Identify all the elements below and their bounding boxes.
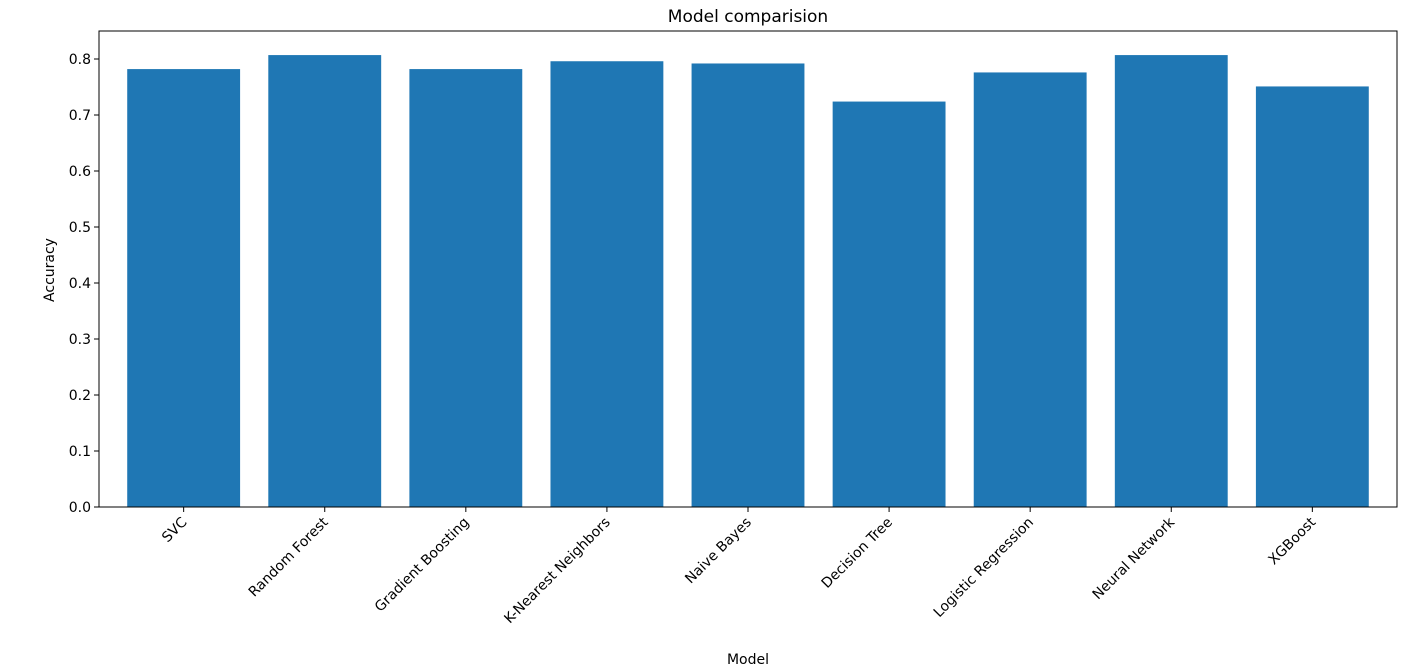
y-tick-label: 0.1 [69,444,91,460]
y-tick-label: 0.0 [69,500,91,516]
x-tick-label: Random Forest [246,514,332,600]
y-axis: 0.0 0.1 0.2 0.3 0.4 0.5 0.6 0.7 0.8 [69,52,99,516]
bar-neural-network [1114,55,1228,507]
y-tick-label: 0.6 [69,164,91,180]
x-tick-label: Decision Tree [819,515,896,592]
y-axis-label: Accuracy [42,238,58,302]
bar-logistic-regression [973,72,1087,507]
x-axis-label: Model [727,652,769,668]
x-tick-label: Logistic Regression [931,515,1037,621]
x-tick-label: Gradient Boosting [372,515,473,616]
x-tick-label: Naive Bayes [682,515,755,588]
plot-frame [98,30,1398,508]
bar-decision-tree [832,101,946,507]
y-tick-label: 0.2 [69,388,91,404]
y-tick-label: 0.8 [69,52,91,68]
bar-gradient-boosting [409,69,523,507]
bar-k-nearest-neighbors [550,61,664,508]
x-tick-label: K-Nearest Neighbors [501,515,613,627]
bar-naive-bayes [691,63,805,507]
y-tick-label: 0.7 [69,108,91,124]
x-tick-label: Neural Network [1090,514,1179,603]
y-tick-label: 0.3 [69,332,91,348]
y-tick-label: 0.4 [69,276,91,292]
x-tick-label: SVC [159,514,190,545]
bar-random-forest [268,55,382,507]
bar-svc [127,69,241,507]
y-tick-label: 0.5 [69,220,91,236]
x-tick-label: XGBoost [1265,514,1319,568]
x-axis: SVC Random Forest Gradient Boosting K-Neare… [159,507,1320,627]
bars-layer [127,55,1369,508]
bar-xgboost [1255,86,1369,507]
chart-title: Model comparision [668,7,828,27]
